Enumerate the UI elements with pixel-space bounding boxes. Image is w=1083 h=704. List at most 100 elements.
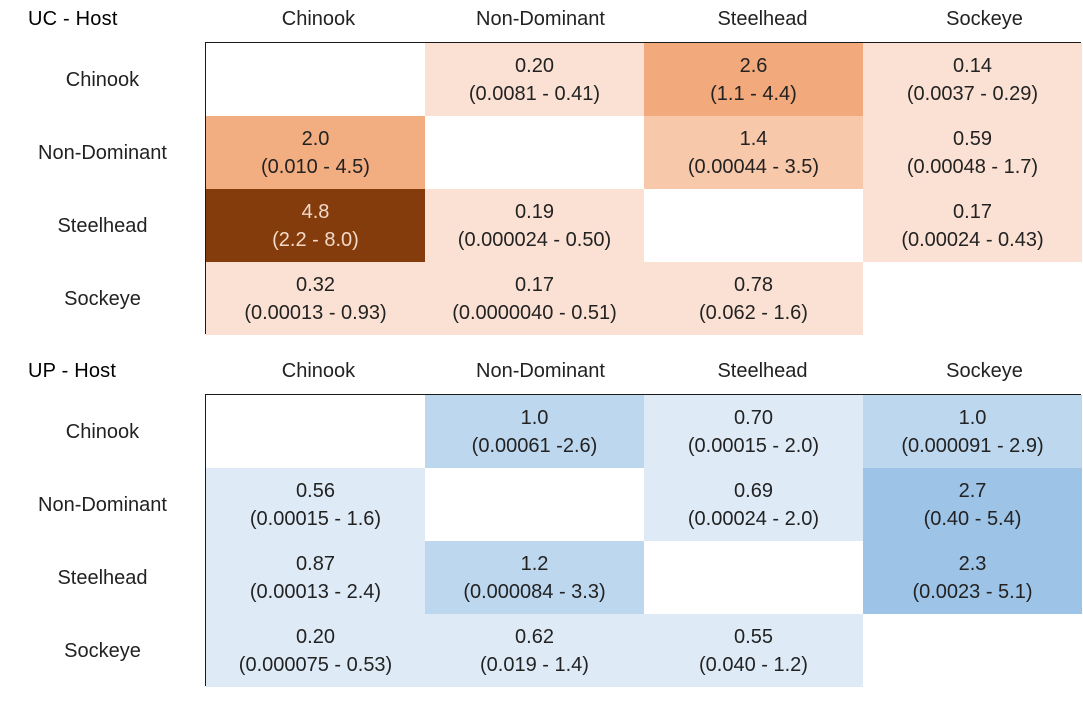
uc-cell-value: 0.78 <box>734 273 773 296</box>
uc-cell-value: 0.32 <box>296 273 335 296</box>
up-cell-value: 0.70 <box>734 406 773 429</box>
uc-cell-value: 2.0 <box>301 127 330 150</box>
uc-col-header-sockeye: Sockeye <box>946 8 1023 30</box>
uc-cell-value: 0.17 <box>953 200 992 223</box>
uc-col-header-chinook: Chinook <box>281 8 356 30</box>
uc-heatmap-cell: 0.17 (0.00024 - 0.43) <box>863 189 1082 262</box>
up-heatmap-cell <box>863 614 1082 687</box>
up-cell-value: 2.3 <box>958 552 987 575</box>
up-cell-interval: (0.00015 - 1.6) <box>249 507 382 530</box>
up-heatmap-cell: 0.69 (0.00024 - 2.0) <box>644 468 863 541</box>
uc-heatmap-cell: 0.14 (0.0037 - 0.29) <box>863 43 1082 116</box>
up-cell-interval: (0.00015 - 2.0) <box>687 434 820 457</box>
uc-header-row: UC - Host Chinook Non-Dominant Steelhead… <box>0 0 1083 42</box>
uc-cell-value: 4.8 <box>301 200 330 223</box>
up-cell-value: 0.56 <box>296 479 335 502</box>
uc-host-label: UC - Host <box>28 8 118 30</box>
up-cell-value: 1.0 <box>520 406 549 429</box>
up-heatmap-cell: 0.55 (0.040 - 1.2) <box>644 614 863 687</box>
up-heatmap-cell: 1.0 (0.00061 -2.6) <box>425 395 644 468</box>
uc-heatmap-cell: 2.6 (1.1 - 4.4) <box>644 43 863 116</box>
up-cell-value: 0.62 <box>515 625 554 648</box>
uc-cell-interval: (0.062 - 1.6) <box>699 301 808 324</box>
uc-heatmap-cell: 0.32 (0.00013 - 0.93) <box>206 262 425 335</box>
uc-row-header-sockeye: Sockeye <box>64 288 141 310</box>
up-col-header-non-dominant: Non-Dominant <box>476 360 605 382</box>
uc-cell-interval: (0.00044 - 3.5) <box>687 155 820 178</box>
uc-heatmap-cell <box>425 116 644 189</box>
uc-heatmap-cell: 4.8 (2.2 - 8.0) <box>206 189 425 262</box>
uc-row-header-chinook: Chinook <box>65 69 140 91</box>
uc-heatmap-cell: 2.0 (0.010 - 4.5) <box>206 116 425 189</box>
up-cell-value: 1.0 <box>958 406 987 429</box>
up-heatmap-cell: 0.62 (0.019 - 1.4) <box>425 614 644 687</box>
up-heatmap-cell: 2.7 (0.40 - 5.4) <box>863 468 1082 541</box>
up-heatmap-grid: 1.0 (0.00061 -2.6) 0.70 (0.00015 - 2.0) 1.0 (… <box>205 394 1082 687</box>
up-cell-interval: (0.00013 - 2.4) <box>249 580 382 603</box>
uc-heatmap-cell: 0.59 (0.00048 - 1.7) <box>863 116 1082 189</box>
uc-cell-interval: (0.0081 - 0.41) <box>468 82 601 105</box>
up-heatmap-cell: 1.0 (0.000091 - 2.9) <box>863 395 1082 468</box>
up-heatmap-cell: 1.2 (0.000084 - 3.3) <box>425 541 644 614</box>
up-row-header-sockeye: Sockeye <box>64 640 141 662</box>
uc-cell-value: 0.17 <box>515 273 554 296</box>
up-heatmap-cell: 2.3 (0.0023 - 5.1) <box>863 541 1082 614</box>
up-row-header-steelhead: Steelhead <box>57 567 148 589</box>
uc-cell-interval: (0.00013 - 0.93) <box>244 301 387 324</box>
up-cell-value: 0.55 <box>734 625 773 648</box>
uc-cell-interval: (0.0000040 - 0.51) <box>452 301 617 324</box>
up-heatmap-cell: 0.56 (0.00015 - 1.6) <box>206 468 425 541</box>
up-heatmap-cell: 0.70 (0.00015 - 2.0) <box>644 395 863 468</box>
up-cell-interval: (0.40 - 5.4) <box>923 507 1022 530</box>
uc-heatmap-cell: 0.78 (0.062 - 1.6) <box>644 262 863 335</box>
uc-heatmap-grid: 0.20 (0.0081 - 0.41) 2.6 (1.1 - 4.4) 0.14 (0.… <box>205 42 1082 335</box>
uc-col-header-steelhead: Steelhead <box>717 8 808 30</box>
uc-cell-value: 0.14 <box>953 54 992 77</box>
up-col-header-chinook: Chinook <box>281 360 356 382</box>
uc-heatmap-cell: 1.4 (0.00044 - 3.5) <box>644 116 863 189</box>
up-heatmap-cell: 0.20 (0.000075 - 0.53) <box>206 614 425 687</box>
uc-cell-value: 0.19 <box>515 200 554 223</box>
up-cell-interval: (0.000084 - 3.3) <box>463 580 606 603</box>
uc-heatmap-cell: 0.19 (0.000024 - 0.50) <box>425 189 644 262</box>
up-heatmap-cell <box>206 395 425 468</box>
uc-cell-interval: (2.2 - 8.0) <box>272 228 359 251</box>
uc-row-header-steelhead: Steelhead <box>57 215 148 237</box>
uc-heatmap-cell <box>644 189 863 262</box>
up-header-row: UP - Host Chinook Non-Dominant Steelhead… <box>0 352 1083 394</box>
up-heatmap-cell <box>425 468 644 541</box>
uc-cell-interval: (0.00048 - 1.7) <box>906 155 1039 178</box>
up-cell-interval: (0.00024 - 2.0) <box>687 507 820 530</box>
up-cell-interval: (0.000075 - 0.53) <box>238 653 393 676</box>
up-cell-value: 0.69 <box>734 479 773 502</box>
up-cell-value: 2.7 <box>958 479 987 502</box>
uc-heatmap-cell: 0.17 (0.0000040 - 0.51) <box>425 262 644 335</box>
up-cell-value: 0.87 <box>296 552 335 575</box>
uc-heatmap-cell: 0.20 (0.0081 - 0.41) <box>425 43 644 116</box>
uc-cell-interval: (0.010 - 4.5) <box>261 155 370 178</box>
up-cell-interval: (0.0023 - 5.1) <box>912 580 1033 603</box>
uc-cell-interval: (0.0037 - 0.29) <box>906 82 1039 105</box>
uc-row-header-non-dominant: Non-Dominant <box>38 142 167 164</box>
up-host-label: UP - Host <box>28 360 117 382</box>
uc-cell-value: 0.59 <box>953 127 992 150</box>
up-row-header-chinook: Chinook <box>65 421 140 443</box>
up-cell-value: 0.20 <box>296 625 335 648</box>
up-col-header-sockeye: Sockeye <box>946 360 1023 382</box>
up-cell-value: 1.2 <box>520 552 549 575</box>
uc-heatmap-cell <box>206 43 425 116</box>
uc-cell-value: 0.20 <box>515 54 554 77</box>
up-cell-interval: (0.040 - 1.2) <box>699 653 808 676</box>
uc-cell-interval: (0.000024 - 0.50) <box>457 228 612 251</box>
uc-col-header-non-dominant: Non-Dominant <box>476 8 605 30</box>
uc-cell-value: 1.4 <box>739 127 768 150</box>
uc-cell-value: 2.6 <box>739 54 768 77</box>
uc-cell-interval: (0.00024 - 0.43) <box>901 228 1044 251</box>
uc-heatmap-cell <box>863 262 1082 335</box>
up-heatmap-cell: 0.87 (0.00013 - 2.4) <box>206 541 425 614</box>
up-cell-interval: (0.000091 - 2.9) <box>901 434 1044 457</box>
uc-cell-interval: (1.1 - 4.4) <box>710 82 797 105</box>
up-cell-interval: (0.019 - 1.4) <box>480 653 589 676</box>
up-heatmap-cell <box>644 541 863 614</box>
up-cell-interval: (0.00061 -2.6) <box>471 434 598 457</box>
